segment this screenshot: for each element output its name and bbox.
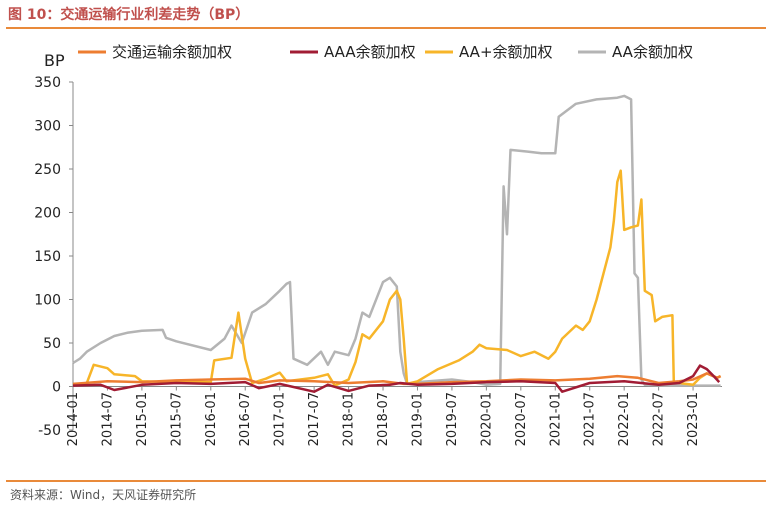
series-lines — [72, 94, 722, 393]
legend-label: AAA余额加权 — [324, 43, 416, 61]
x-tick-label: 2019-07 — [445, 392, 460, 446]
y-tick-label: -50 — [38, 423, 61, 439]
bottom-rule — [6, 480, 766, 482]
x-tick-label: 2020-07 — [514, 392, 529, 446]
series-line-1 — [72, 364, 721, 393]
y-tick-label: 250 — [34, 162, 61, 178]
legend-label: 交通运输余额加权 — [112, 43, 232, 61]
x-tick-label: 2021-07 — [583, 392, 598, 446]
top-rule — [6, 27, 766, 29]
x-tick-label: 2023-01 — [686, 392, 701, 446]
y-tick-label: 50 — [43, 336, 61, 352]
x-tick-label: 2021-01 — [548, 392, 563, 446]
y-ticks: -50 0 50 100 150 200 250 300 350 — [34, 75, 73, 439]
x-tick-label: 2015-07 — [169, 392, 184, 446]
series-line-0 — [72, 372, 722, 386]
x-tick-label: 2017-01 — [273, 392, 288, 446]
x-tick-label: 2022-01 — [617, 392, 632, 446]
figure-title: 图 10：交通运输行业利差走势（BP） — [8, 7, 250, 23]
x-tick-label: 2017-07 — [307, 392, 322, 446]
series-line-2 — [72, 169, 722, 387]
x-tick-label: 2019-01 — [410, 392, 425, 446]
legend-label: AA+余额加权 — [459, 43, 553, 61]
x-tick-label: 2018-01 — [342, 392, 357, 446]
x-tick-label: 2015-01 — [135, 392, 150, 446]
legend-label: AA余额加权 — [612, 43, 693, 61]
y-tick-label: 150 — [34, 249, 61, 265]
y-tick-label: 0 — [52, 380, 61, 396]
x-tick-label: 2014-01 — [66, 392, 81, 446]
y-axis-label: BP — [44, 51, 65, 70]
y-tick-label: 350 — [34, 75, 61, 91]
x-tick-label: 2014-07 — [100, 392, 115, 446]
x-tick-label: 2016-01 — [204, 392, 219, 446]
y-tick-label: 100 — [34, 293, 61, 309]
x-tick-label: 2016-07 — [238, 392, 253, 446]
x-tick-label: 2018-07 — [376, 392, 391, 446]
series-line-3 — [72, 94, 721, 387]
y-tick-label: 300 — [34, 119, 61, 135]
x-tick-label: 2020-01 — [479, 392, 494, 446]
y-tick-label: 200 — [34, 206, 61, 222]
x-ticks: 2014-01 2014-07 2015-01 2015-07 2016-01 2016-… — [66, 386, 701, 446]
x-tick-label: 2022-07 — [652, 392, 667, 446]
legend: 交通运输余额加权 AAA余额加权 AA+余额加权 AA余额加权 — [78, 43, 693, 61]
source-note: 资料来源：Wind，天风证券研究所 — [10, 488, 197, 502]
